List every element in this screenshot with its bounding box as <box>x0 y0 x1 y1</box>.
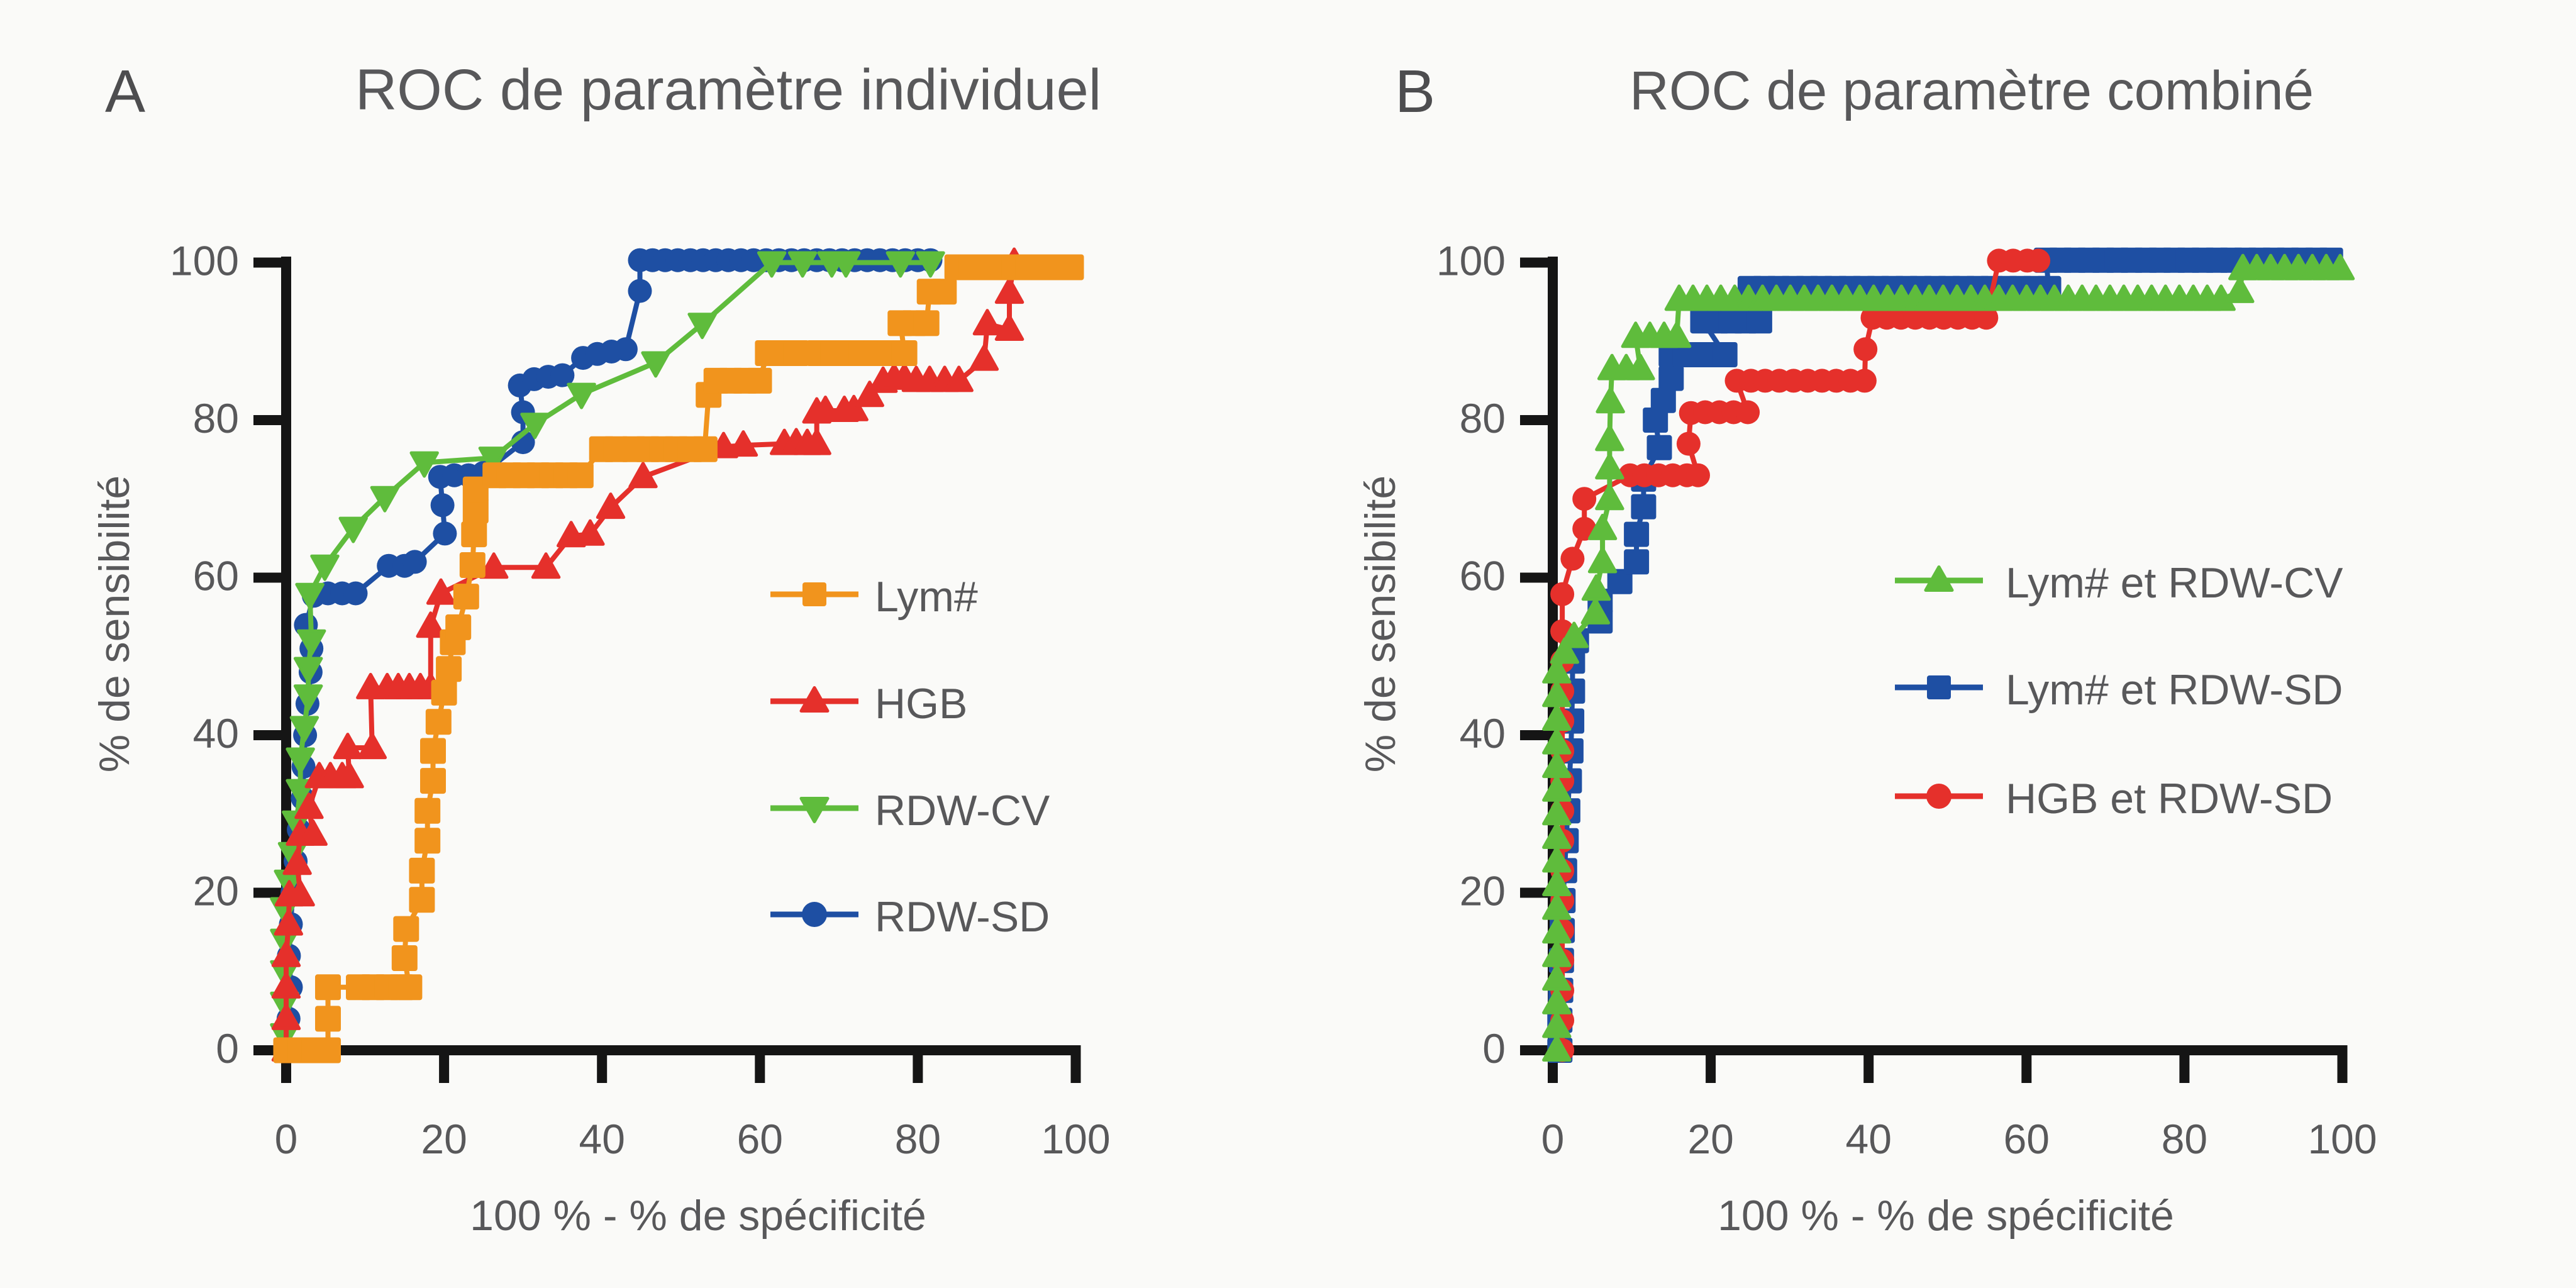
svg-text:100 % - % de spécificité: 100 % - % de spécificité <box>470 1192 926 1240</box>
svg-text:0: 0 <box>1541 1116 1565 1162</box>
svg-text:60: 60 <box>2004 1116 2050 1162</box>
svg-text:40: 40 <box>1460 710 1506 757</box>
svg-text:80: 80 <box>1460 395 1506 441</box>
svg-text:60: 60 <box>193 553 239 599</box>
svg-text:40: 40 <box>1845 1116 1891 1162</box>
svg-text:HGB et RDW-SD: HGB et RDW-SD <box>2006 775 2333 823</box>
svg-text:A: A <box>105 58 145 125</box>
svg-text:80: 80 <box>193 395 239 441</box>
svg-text:100: 100 <box>1041 1116 1110 1162</box>
svg-text:20: 20 <box>1687 1116 1733 1162</box>
svg-text:40: 40 <box>579 1116 625 1162</box>
svg-text:Lym# et RDW-SD: Lym# et RDW-SD <box>2006 666 2343 714</box>
svg-text:HGB: HGB <box>875 680 967 728</box>
svg-text:80: 80 <box>2162 1116 2207 1162</box>
svg-text:100 % - % de spécificité: 100 % - % de spécificité <box>1718 1192 2174 1240</box>
svg-text:RDW-CV: RDW-CV <box>875 787 1050 835</box>
svg-text:60: 60 <box>737 1116 783 1162</box>
svg-text:RDW-SD: RDW-SD <box>875 893 1050 941</box>
svg-text:ROC de paramètre combiné: ROC de paramètre combiné <box>1629 60 2314 121</box>
svg-text:40: 40 <box>193 710 239 757</box>
svg-text:ROC de paramètre individuel: ROC de paramètre individuel <box>355 58 1101 122</box>
svg-text:0: 0 <box>1482 1025 1506 1072</box>
svg-text:20: 20 <box>193 868 239 914</box>
svg-text:% de sensibilité: % de sensibilité <box>91 475 138 772</box>
svg-text:0: 0 <box>216 1025 239 1072</box>
svg-text:60: 60 <box>1460 553 1506 599</box>
svg-text:% de sensibilité: % de sensibilité <box>1357 475 1404 772</box>
svg-text:100: 100 <box>1436 238 1506 284</box>
svg-text:100: 100 <box>170 238 239 284</box>
svg-text:80: 80 <box>895 1116 941 1162</box>
svg-text:0: 0 <box>275 1116 298 1162</box>
svg-text:100: 100 <box>2307 1116 2377 1162</box>
svg-text:20: 20 <box>1460 868 1506 914</box>
svg-text:20: 20 <box>421 1116 467 1162</box>
svg-text:Lym#: Lym# <box>875 573 978 621</box>
svg-text:B: B <box>1395 58 1435 125</box>
svg-text:Lym# et RDW-CV: Lym# et RDW-CV <box>2006 559 2343 607</box>
